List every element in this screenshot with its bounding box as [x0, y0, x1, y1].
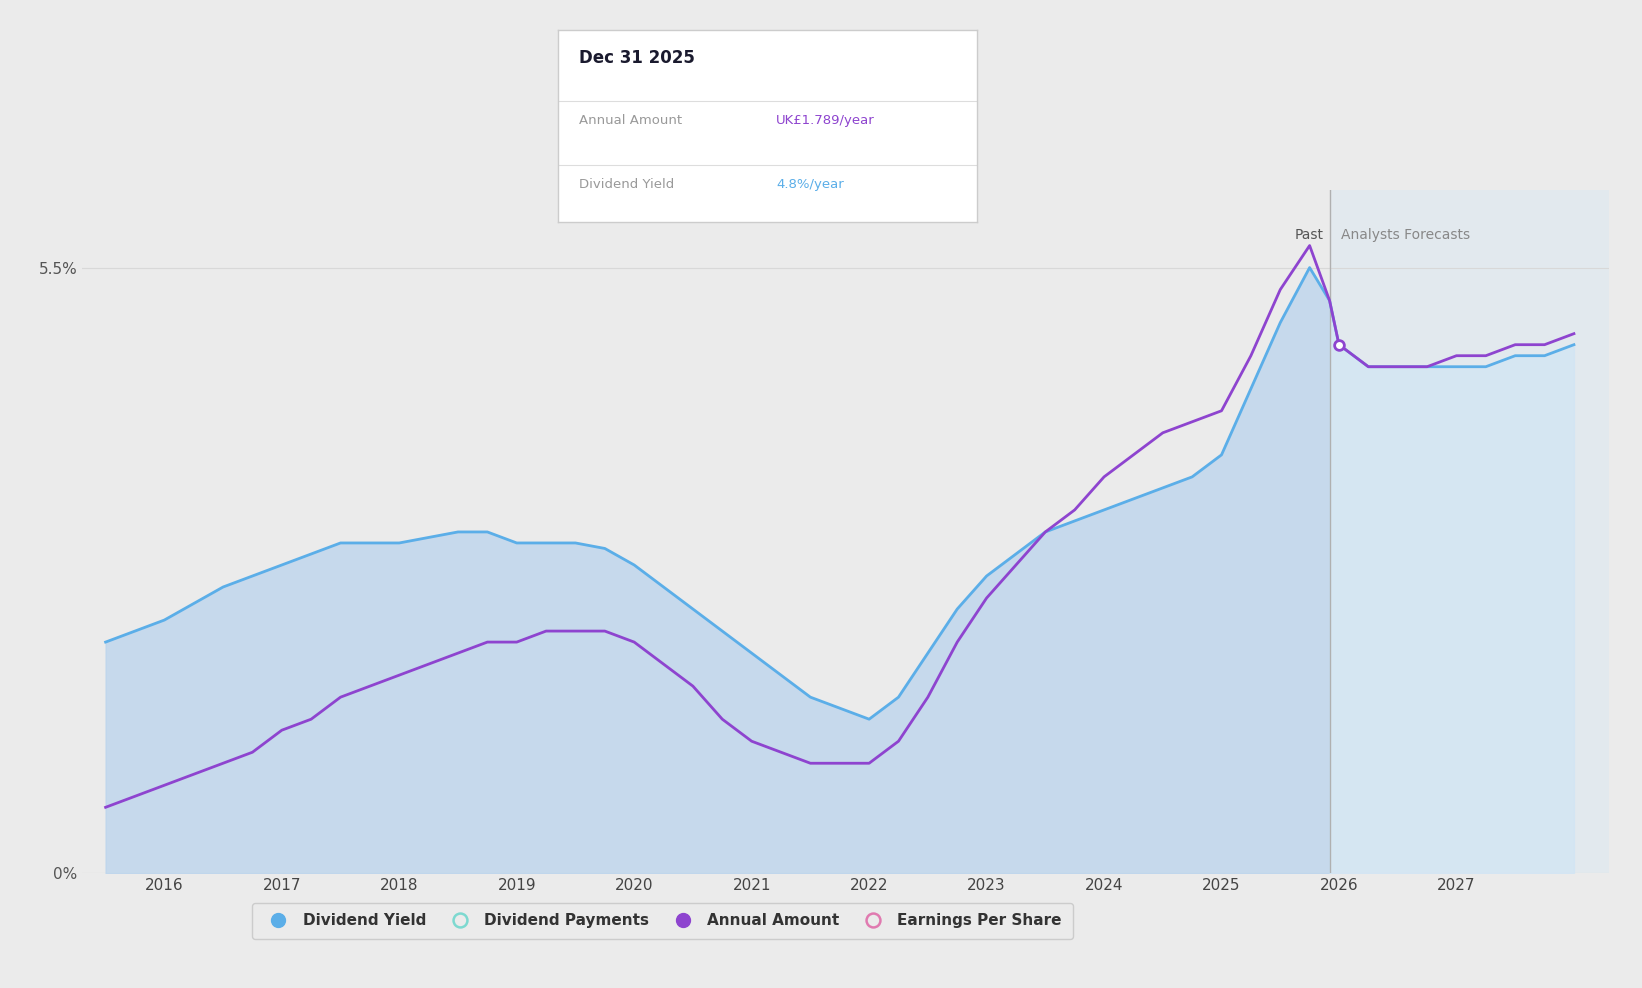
Text: UK£1.789/year: UK£1.789/year: [777, 115, 875, 127]
Text: Annual Amount: Annual Amount: [580, 115, 683, 127]
Text: Dividend Yield: Dividend Yield: [580, 178, 675, 191]
Text: 4.8%/year: 4.8%/year: [777, 178, 844, 191]
Text: Dec 31 2025: Dec 31 2025: [580, 48, 695, 67]
Legend: Dividend Yield, Dividend Payments, Annual Amount, Earnings Per Share: Dividend Yield, Dividend Payments, Annua…: [253, 903, 1072, 939]
Bar: [1330, 191, 1609, 873]
Text: Analysts Forecasts: Analysts Forecasts: [1342, 227, 1471, 241]
Text: Past: Past: [1296, 227, 1323, 241]
